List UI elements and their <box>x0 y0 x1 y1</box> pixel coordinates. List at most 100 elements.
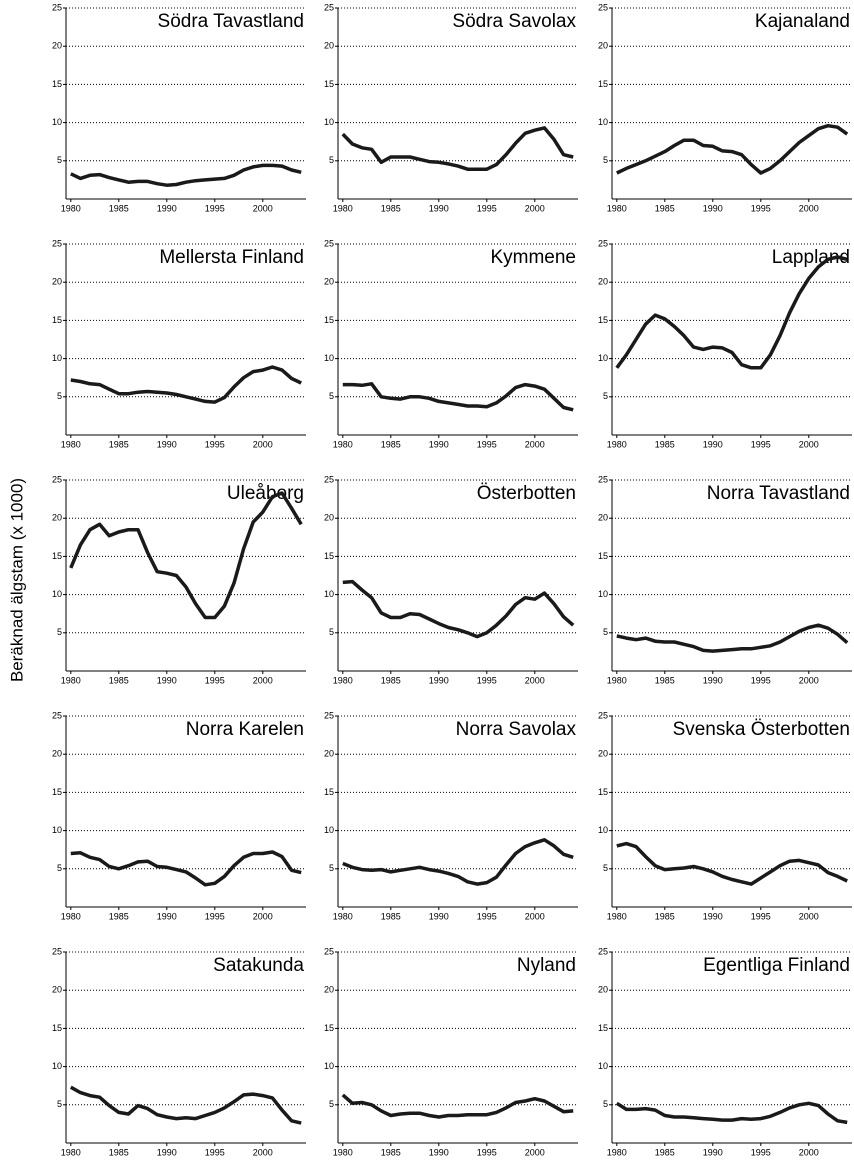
x-tick-label: 1990 <box>429 1147 449 1157</box>
y-tick-label: 15 <box>324 787 334 797</box>
y-tick-label: 15 <box>324 79 334 89</box>
x-tick-label: 2000 <box>525 1147 545 1157</box>
x-tick-label: 1990 <box>703 439 723 449</box>
y-tick-label: 10 <box>598 1061 608 1071</box>
y-tick-label: 5 <box>329 863 334 873</box>
y-tick-label: 20 <box>324 985 334 995</box>
y-tick-label: 15 <box>598 79 608 89</box>
y-tick-label: 10 <box>52 353 62 363</box>
x-tick-label: 1980 <box>61 911 81 921</box>
y-tick-label: 5 <box>329 155 334 165</box>
x-tick-label: 1985 <box>109 439 129 449</box>
series-line <box>341 126 574 171</box>
x-tick-label: 1995 <box>477 675 497 685</box>
y-tick-label: 15 <box>598 551 608 561</box>
y-tick-label: 25 <box>598 474 608 484</box>
y-tick-label: 5 <box>603 627 608 637</box>
y-tick-label: 20 <box>598 277 608 287</box>
y-tick-label: 20 <box>52 513 62 523</box>
x-tick-label: 1980 <box>333 203 353 213</box>
x-tick-label: 1980 <box>607 911 627 921</box>
x-tick-label: 2000 <box>799 1147 819 1157</box>
series-line <box>616 841 848 886</box>
x-tick-label: 1980 <box>607 203 627 213</box>
y-tick-label: 10 <box>324 1061 334 1071</box>
x-tick-label: 1995 <box>751 675 771 685</box>
x-tick-label: 1990 <box>157 911 177 921</box>
x-tick-label: 2000 <box>253 911 273 921</box>
panel-title: Norra Savolax <box>456 719 577 740</box>
x-tick-label: 1985 <box>655 1147 675 1157</box>
y-tick-label: 15 <box>598 1023 608 1033</box>
y-tick-label: 5 <box>57 627 62 637</box>
x-tick-label: 1995 <box>477 439 497 449</box>
x-tick-label: 1980 <box>61 439 81 449</box>
x-tick-label: 1995 <box>477 203 497 213</box>
y-tick-label: 10 <box>598 117 608 127</box>
x-tick-label: 2000 <box>253 203 273 213</box>
x-tick-label: 1995 <box>205 203 225 213</box>
x-tick-label: 1990 <box>703 1147 723 1157</box>
x-tick-label: 1980 <box>61 1147 81 1157</box>
panel-title: Svenska Österbotten <box>673 719 850 740</box>
y-tick-label: 5 <box>603 391 608 401</box>
x-tick-label: 1985 <box>655 203 675 213</box>
y-tick-label: 20 <box>598 513 608 523</box>
x-tick-label: 1995 <box>751 203 771 213</box>
y-tick-label: 5 <box>329 627 334 637</box>
y-tick-label: 15 <box>52 787 62 797</box>
y-axis-label: Beräknad älgstam (x 1000) <box>7 478 26 682</box>
y-tick-label: 20 <box>324 749 334 759</box>
series-line <box>70 850 302 887</box>
x-tick-label: 1985 <box>381 1147 401 1157</box>
y-tick-label: 10 <box>52 1061 62 1071</box>
y-tick-label: 5 <box>57 1099 62 1109</box>
y-tick-label: 20 <box>598 749 608 759</box>
y-tick-label: 15 <box>52 315 62 325</box>
y-tick-label: 5 <box>603 863 608 873</box>
x-tick-label: 1995 <box>205 1147 225 1157</box>
x-tick-label: 2000 <box>253 675 273 685</box>
x-tick-label: 2000 <box>799 911 819 921</box>
x-tick-label: 1990 <box>429 203 449 213</box>
x-tick-label: 1985 <box>655 911 675 921</box>
x-tick-label: 1990 <box>703 911 723 921</box>
y-tick-label: 10 <box>598 589 608 599</box>
x-tick-label: 1980 <box>61 203 81 213</box>
y-tick-label: 20 <box>52 749 62 759</box>
x-tick-label: 1980 <box>333 439 353 449</box>
x-tick-label: 1985 <box>109 911 129 921</box>
panel-title: Uleåborg <box>227 483 304 504</box>
x-tick-label: 1980 <box>607 439 627 449</box>
y-tick-label: 10 <box>324 589 334 599</box>
panel-title: Södra Tavastland <box>158 11 304 32</box>
y-tick-label: 25 <box>324 238 334 248</box>
x-tick-label: 1985 <box>109 1147 129 1157</box>
x-tick-label: 1985 <box>109 203 129 213</box>
series-line <box>342 579 575 639</box>
y-tick-label: 5 <box>329 1099 334 1109</box>
y-tick-label: 25 <box>598 2 608 12</box>
x-tick-label: 2000 <box>799 203 819 213</box>
y-tick-label: 25 <box>598 238 608 248</box>
y-tick-label: 25 <box>52 2 62 12</box>
y-tick-label: 10 <box>52 117 62 127</box>
panel-title: Norra Karelen <box>186 719 304 740</box>
x-tick-label: 1990 <box>429 911 449 921</box>
panel-title: Lappland <box>772 247 850 268</box>
y-tick-label: 15 <box>324 1023 334 1033</box>
y-tick-label: 25 <box>52 474 62 484</box>
y-tick-label: 20 <box>598 985 608 995</box>
x-tick-label: 1990 <box>157 1147 177 1157</box>
y-tick-label: 20 <box>52 277 62 287</box>
x-tick-label: 1995 <box>205 675 225 685</box>
y-tick-label: 20 <box>324 277 334 287</box>
panel-title: Norra Tavastland <box>707 483 850 504</box>
x-tick-label: 1980 <box>61 675 81 685</box>
x-tick-label: 1985 <box>655 675 675 685</box>
x-tick-label: 1985 <box>381 911 401 921</box>
y-tick-label: 15 <box>598 315 608 325</box>
x-tick-label: 1990 <box>429 439 449 449</box>
x-tick-label: 2000 <box>253 439 273 449</box>
